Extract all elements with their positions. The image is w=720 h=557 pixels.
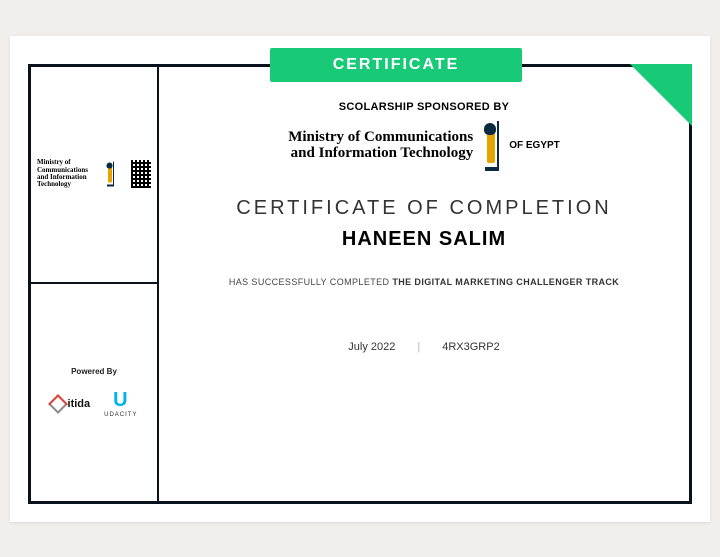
sidebar-bottom-panel: Powered By itida U UDACITY bbox=[31, 284, 157, 501]
footer-separator: | bbox=[417, 341, 420, 353]
certificate-page: CERTIFICATE Ministry of Communications a… bbox=[10, 36, 710, 522]
thoth-icon bbox=[481, 121, 501, 171]
ministry-mini-line2: and Information Technology bbox=[37, 173, 87, 188]
itida-logo: itida bbox=[51, 397, 91, 411]
itida-mark-icon bbox=[48, 394, 68, 414]
completed-prefix: HAS SUCCESSFULLY COMPLETED bbox=[229, 277, 393, 287]
track-name: THE DIGITAL MARKETING CHALLENGER TRACK bbox=[392, 277, 619, 287]
ministry-mini-logo-text: Ministry of Communications and Informati… bbox=[37, 159, 99, 188]
ministry-line1: Ministry of Communications bbox=[288, 129, 473, 145]
certificate-title: CERTIFICATE OF COMPLETION bbox=[236, 197, 611, 220]
powered-by-label: Powered By bbox=[71, 367, 117, 376]
of-egypt-label: OF EGYPT bbox=[509, 140, 560, 151]
sponsor-block: Ministry of Communications and Informati… bbox=[288, 121, 560, 171]
itida-label: itida bbox=[68, 398, 91, 410]
completion-line: HAS SUCCESSFULLY COMPLETED THE DIGITAL M… bbox=[229, 277, 619, 287]
sidebar-top-panel: Ministry of Communications and Informati… bbox=[31, 67, 157, 284]
ministry-mini-line1: Ministry of Communications bbox=[37, 158, 88, 173]
ministry-text: Ministry of Communications and Informati… bbox=[288, 130, 473, 162]
certificate-main: SCOLARSHIP SPONSORED BY Ministry of Comm… bbox=[159, 67, 689, 501]
footer-date: July 2022 bbox=[348, 341, 395, 353]
certificate-banner: CERTIFICATE bbox=[270, 48, 522, 82]
udacity-mark-icon: U bbox=[113, 390, 128, 410]
sponsor-logos-row: itida U UDACITY bbox=[51, 390, 138, 418]
sidebar: Ministry of Communications and Informati… bbox=[31, 67, 159, 501]
udacity-logo: U UDACITY bbox=[104, 390, 137, 418]
udacity-label: UDACITY bbox=[104, 412, 137, 418]
thoth-mini-icon bbox=[105, 162, 115, 187]
recipient-name: HANEEN SALIM bbox=[342, 228, 506, 251]
footer-line: July 2022 | 4RX3GRP2 bbox=[348, 341, 499, 353]
qr-code-icon bbox=[131, 160, 151, 188]
footer-code: 4RX3GRP2 bbox=[442, 341, 499, 353]
corner-triangle bbox=[630, 64, 692, 126]
certificate-frame: Ministry of Communications and Informati… bbox=[28, 64, 692, 504]
ministry-line2: and Information Technology bbox=[291, 145, 474, 161]
sponsor-label: SCOLARSHIP SPONSORED BY bbox=[339, 101, 510, 113]
